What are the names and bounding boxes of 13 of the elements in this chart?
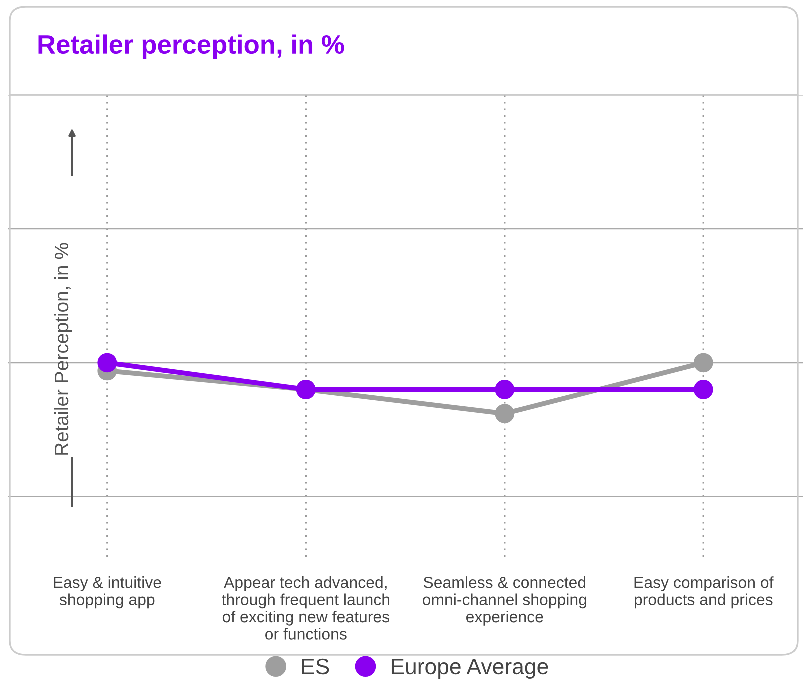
- point: [694, 380, 714, 400]
- x-tick-label: Seamless & connected omni-channel shopping experience: [422, 576, 586, 626]
- legend-label: ES: [302, 658, 330, 675]
- legend-label: Europe Average: [392, 659, 548, 679]
- point: [98, 353, 118, 373]
- x-tick-label: Easy & intuitive shopping app: [54, 576, 162, 609]
- point: [495, 380, 515, 400]
- point: [495, 404, 515, 424]
- y-axis-title: Retailer Perception, in %: [54, 243, 72, 455]
- point: [694, 353, 714, 373]
- x-tick-label: Appear tech advanced, through frequent launch of exciting new features or functions: [222, 576, 390, 640]
- chart-title: Retailer perception, in %: [38, 34, 344, 60]
- x-tick-label: Easy comparison of products and prices: [634, 576, 774, 609]
